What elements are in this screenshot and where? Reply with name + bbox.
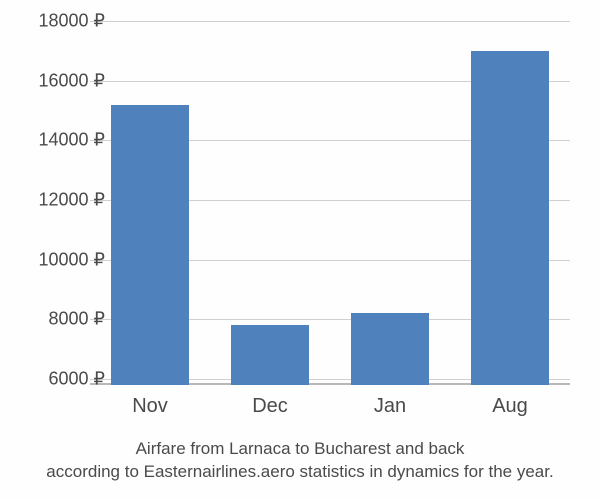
bar [351, 313, 429, 385]
xtick-label: Aug [492, 395, 528, 418]
ytick-label: 14000 ₽ [25, 130, 105, 151]
bar [231, 325, 309, 385]
caption-line-2: according to Easternairlines.aero statis… [46, 462, 553, 481]
chart-caption: Airfare from Larnaca to Bucharest and ba… [0, 438, 600, 484]
bar [471, 51, 549, 385]
ytick-label: 8000 ₽ [25, 309, 105, 330]
plot-area [90, 15, 570, 385]
ytick-label: 12000 ₽ [25, 190, 105, 211]
bar [111, 105, 189, 385]
xtick-label: Nov [132, 395, 168, 418]
caption-line-1: Airfare from Larnaca to Bucharest and ba… [136, 439, 465, 458]
ytick-label: 10000 ₽ [25, 249, 105, 270]
bar-chart [90, 15, 570, 385]
gridline [90, 21, 570, 22]
xtick-label: Dec [252, 395, 288, 418]
xtick-label: Jan [374, 395, 406, 418]
ytick-label: 16000 ₽ [25, 70, 105, 91]
ytick-label: 18000 ₽ [25, 10, 105, 31]
ytick-label: 6000 ₽ [25, 369, 105, 390]
